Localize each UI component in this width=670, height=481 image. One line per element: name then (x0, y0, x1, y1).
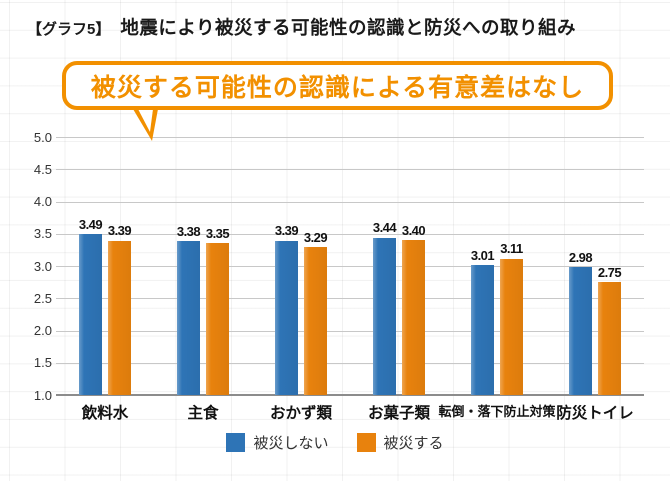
x-axis-category-label: 飲料水 (81, 405, 129, 422)
y-axis-tick-label: 3.5 (33, 226, 52, 242)
y-axis-tick-label: 2.0 (33, 323, 52, 338)
bar-被災する-転倒・落下防止対策 (500, 258, 523, 395)
y-axis-tick-label: 2.5 (33, 290, 52, 306)
bar-value-label: 3.11 (500, 241, 523, 257)
gridline (56, 137, 644, 138)
bar-value-label: 3.35 (205, 225, 230, 241)
bar-被災する-お菓子類 (402, 240, 425, 395)
legend-item-被災しない: 被災しない (226, 432, 329, 453)
gridline (56, 201, 644, 203)
bar-value-label: 2.98 (568, 249, 593, 265)
bar-被災する-防災トイレ (598, 282, 621, 395)
bar-被災しない-主食 (177, 241, 200, 395)
legend-swatch (356, 433, 376, 452)
page-header: 【グラフ5】 地震により被災する可能性の認識と防災への取り組み (27, 14, 576, 40)
bar-被災しない-お菓子類 (373, 237, 396, 395)
x-axis-category-label: 主食 (187, 405, 219, 422)
bar-value-label: 3.39 (107, 223, 132, 239)
y-axis-tick-label: 4.5 (33, 161, 52, 177)
page-title: 地震により被災する可能性の認識と防災への取り組み (120, 17, 576, 38)
bar-被災する-主食 (206, 243, 229, 395)
y-axis-tick-label: 1.5 (33, 355, 52, 371)
bar-value-label: 3.40 (401, 222, 426, 238)
callout-tail-icon (133, 109, 158, 141)
y-axis-tick-label: 5.0 (33, 129, 52, 145)
y-axis-tick-label: 4.0 (33, 194, 52, 209)
legend-label: 被災しない (253, 435, 329, 452)
bar-value-label: 3.01 (470, 247, 495, 263)
bar-value-label: 3.49 (78, 216, 103, 232)
x-axis-category-label: 防災トイレ (556, 405, 634, 422)
legend-item-被災する: 被災する (356, 432, 444, 453)
x-axis-category-label: お菓子類 (367, 405, 430, 422)
bar-被災しない-転倒・落下防止対策 (471, 265, 494, 395)
bar-value-label: 2.75 (597, 264, 622, 280)
bar-value-label: 3.29 (303, 229, 328, 245)
bar-value-label: 3.44 (372, 220, 397, 236)
gridline (56, 362, 644, 364)
legend-swatch (226, 433, 246, 452)
chart-legend: 被災しない 被災する (0, 432, 670, 453)
gridline (56, 169, 644, 171)
callout-bubble: 被災する可能性の認識による有意差はなし (62, 61, 613, 110)
graph-number-tag: 【グラフ5】 (27, 21, 111, 38)
y-axis-tick-label: 3.0 (33, 258, 52, 274)
callout-text: 被災する可能性の認識による有意差はなし (90, 73, 585, 102)
bar-被災しない-防災トイレ (569, 267, 592, 395)
bar-被災しない-おかず類 (275, 240, 298, 395)
bar-被災する-飲料水 (108, 240, 131, 395)
bar-value-label: 3.39 (274, 223, 299, 239)
bar-被災する-おかず類 (304, 247, 327, 395)
gridline (56, 233, 644, 235)
legend-label: 被災する (383, 435, 444, 452)
y-axis-tick-label: 1.0 (33, 387, 52, 403)
bar-value-label: 3.38 (176, 223, 201, 239)
gridline (56, 330, 644, 332)
x-axis-category-label: 転倒・落下防止対策 (438, 404, 556, 419)
x-axis-category-label: おかず類 (269, 405, 332, 422)
x-axis-line (56, 394, 644, 396)
gridline (56, 266, 644, 267)
bar-被災しない-飲料水 (79, 234, 102, 395)
gridline (56, 298, 644, 300)
